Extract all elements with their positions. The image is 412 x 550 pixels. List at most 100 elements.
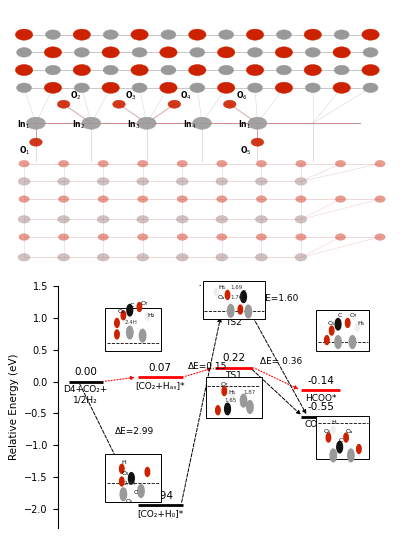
Circle shape — [189, 64, 206, 76]
Circle shape — [145, 313, 149, 321]
Circle shape — [120, 488, 126, 501]
Circle shape — [19, 234, 29, 240]
Text: [CO₂+Hₐₛ]*: [CO₂+Hₐₛ]* — [136, 381, 185, 390]
Circle shape — [131, 64, 148, 76]
Circle shape — [26, 117, 45, 129]
Circle shape — [295, 254, 307, 261]
Circle shape — [362, 64, 379, 76]
Text: -0.14: -0.14 — [307, 376, 334, 386]
Circle shape — [256, 196, 267, 202]
Circle shape — [230, 394, 234, 402]
Circle shape — [18, 178, 30, 185]
Y-axis label: Relative Energy (eV): Relative Energy (eV) — [9, 354, 19, 460]
Circle shape — [58, 216, 70, 223]
Circle shape — [247, 400, 253, 414]
Circle shape — [296, 161, 306, 167]
Circle shape — [216, 178, 228, 185]
Text: COOH*: COOH* — [305, 420, 336, 430]
Circle shape — [251, 138, 264, 146]
Circle shape — [161, 65, 176, 75]
Circle shape — [255, 216, 267, 223]
Circle shape — [103, 30, 118, 40]
Circle shape — [119, 477, 124, 486]
Circle shape — [219, 30, 234, 40]
Circle shape — [295, 216, 307, 223]
Circle shape — [97, 254, 109, 261]
Circle shape — [45, 65, 61, 75]
Circle shape — [344, 433, 348, 442]
Circle shape — [15, 64, 33, 76]
Circle shape — [98, 234, 108, 240]
Circle shape — [59, 196, 69, 202]
Circle shape — [103, 65, 118, 75]
Circle shape — [138, 196, 148, 202]
Circle shape — [304, 64, 321, 76]
Circle shape — [240, 394, 247, 407]
Circle shape — [255, 178, 267, 185]
Circle shape — [375, 196, 385, 202]
Circle shape — [375, 234, 385, 240]
Circle shape — [217, 196, 227, 202]
Text: 1.69: 1.69 — [231, 285, 243, 290]
Circle shape — [73, 64, 91, 76]
Circle shape — [363, 83, 378, 92]
Circle shape — [214, 289, 218, 296]
Text: C: C — [129, 303, 133, 308]
Circle shape — [335, 336, 341, 348]
Circle shape — [168, 100, 181, 108]
Circle shape — [276, 65, 291, 75]
Circle shape — [296, 234, 306, 240]
Circle shape — [256, 234, 267, 240]
Text: 2.4H: 2.4H — [125, 321, 138, 326]
Text: 1.05: 1.05 — [222, 300, 246, 310]
Circle shape — [16, 47, 32, 57]
Circle shape — [295, 178, 307, 185]
Circle shape — [44, 47, 62, 58]
Circle shape — [58, 254, 70, 261]
Circle shape — [331, 426, 335, 434]
Circle shape — [190, 47, 205, 57]
Circle shape — [335, 161, 346, 167]
Text: In$_2$: In$_2$ — [72, 118, 85, 131]
Circle shape — [337, 442, 342, 453]
Text: O$_5$: O$_5$ — [240, 145, 251, 157]
Text: C: C — [241, 290, 246, 295]
Circle shape — [345, 318, 350, 327]
Bar — [206, 377, 262, 418]
Circle shape — [333, 47, 350, 58]
Circle shape — [45, 30, 61, 40]
Circle shape — [349, 336, 356, 348]
Circle shape — [219, 65, 234, 75]
Circle shape — [74, 83, 89, 92]
Text: TS2: TS2 — [225, 318, 242, 327]
Circle shape — [275, 82, 293, 94]
Circle shape — [296, 196, 306, 202]
Text: O₅: O₅ — [126, 498, 133, 504]
Circle shape — [160, 47, 177, 58]
Text: 0.22: 0.22 — [222, 353, 246, 363]
Circle shape — [44, 82, 62, 94]
Text: H: H — [331, 420, 336, 425]
Text: O₁: O₁ — [121, 471, 129, 476]
Circle shape — [335, 196, 346, 202]
Circle shape — [127, 305, 133, 316]
Text: H: H — [121, 460, 126, 465]
Text: -0.55: -0.55 — [307, 402, 334, 412]
Circle shape — [126, 326, 133, 339]
Circle shape — [18, 216, 30, 223]
Circle shape — [30, 138, 42, 146]
Circle shape — [305, 83, 320, 92]
Text: ΔE= 0.36: ΔE= 0.36 — [260, 358, 302, 366]
Text: 0.00: 0.00 — [74, 367, 97, 377]
Circle shape — [304, 29, 321, 40]
Circle shape — [189, 29, 206, 40]
Bar — [316, 416, 369, 459]
Text: (a): (a) — [197, 285, 215, 298]
Circle shape — [245, 305, 252, 318]
Circle shape — [98, 161, 108, 167]
Circle shape — [223, 100, 236, 108]
Text: C: C — [134, 490, 138, 495]
Circle shape — [305, 47, 320, 57]
Text: O$_4$: O$_4$ — [180, 89, 192, 102]
Circle shape — [218, 47, 235, 58]
